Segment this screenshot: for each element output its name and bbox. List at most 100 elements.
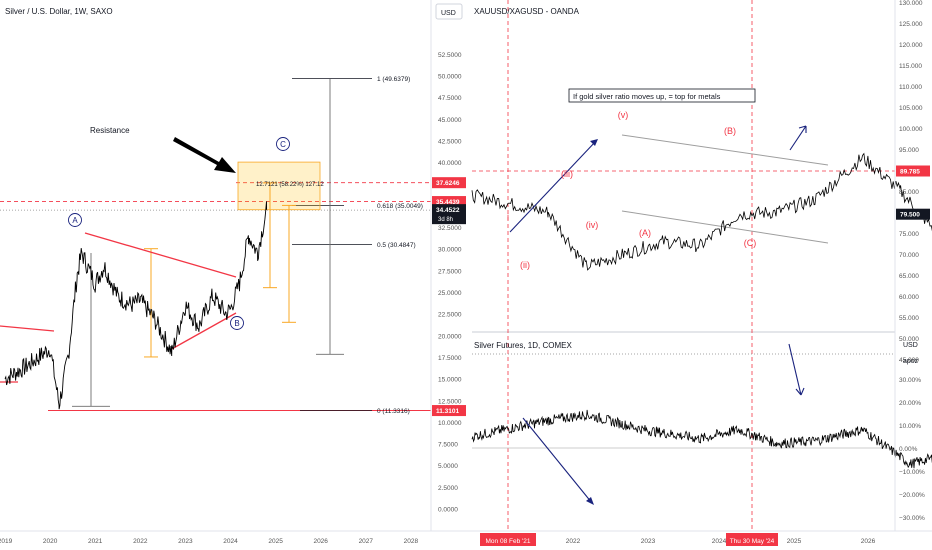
left-y-tick-label: 12.5000 [438,398,462,405]
ratio-y-tick-label: 70.000 [899,252,919,259]
right-x-tick-label: 2023 [641,538,656,545]
left-x-tick-label: 2022 [133,538,148,545]
right-bottom-chart-title: Silver Futures, 1D, COMEX [474,341,572,350]
ratio-note-text: If gold silver ratio moves up, = top for… [573,92,721,101]
breakout-arrow [789,125,807,151]
ratio-y-tick-label: 60.000 [899,294,919,301]
ratio-price-series [471,152,932,271]
ratio-note-box: If gold silver ratio moves up, = top for… [568,88,756,103]
left-y-tick-label: 50.0000 [438,74,462,81]
right-x-tick-label: 2025 [787,538,802,545]
futures-currency-button[interactable]: USD [903,342,918,349]
price-tag-label: 34.4522 [436,207,460,214]
left-x-tick-label: 2020 [43,538,58,545]
left-x-tick-label: 2019 [0,538,13,545]
price-tag-label: 11.3101 [436,408,460,415]
price-tag-countdown: 3d 8h [438,217,453,223]
wave-label: C [280,140,286,149]
left-y-tick-label: 10.0000 [438,420,462,427]
triangle-upper-line [84,232,237,278]
left-x-tick-label: 2023 [178,538,193,545]
fib-level-label: 1 (49.6379) [377,76,410,83]
left-currency-button[interactable]: USD [435,3,463,20]
ratio-y-tick-label: 55.000 [899,315,919,322]
ratio-y-tick-label: 130.000 [899,0,923,7]
left-y-tick-label: 32.5000 [438,225,462,232]
right-x-tick-label: 2026 [861,538,876,545]
date-flag-label: Mon 08 Feb '21 [486,538,531,545]
left-chart-title: Silver / U.S. Dollar, 1W, SAXO [5,7,113,16]
right-top-chart-title: XAUUSD/XAGUSD - OANDA [474,7,580,16]
wave-label: (ii) [520,260,530,270]
price-tag [432,177,466,189]
impulse-arrowhead [590,139,598,146]
left-x-tick-label: 2027 [359,538,374,545]
fib-level-label: 0.618 (35.0049) [377,203,423,210]
wave-label: B [234,319,239,328]
futures-currency-label: USD [903,342,918,349]
price-tag [432,196,466,208]
left-x-tick-label: 2024 [223,538,238,545]
ratio-y-tick-label: 125.000 [899,21,923,28]
wave-label: (B) [724,126,736,136]
wave-label-circle [276,137,290,151]
left-y-tick-label: 7.5000 [438,442,458,449]
futures-y-tick-label: −30.00% [899,515,925,522]
impulse-arrow [509,140,597,233]
left-y-tick-label: 20.0000 [438,333,462,340]
projection-arrow [788,343,805,396]
left-y-tick-label: 22.5000 [438,312,462,319]
ratio-y-tick-label: 105.000 [899,105,923,112]
fib-level-label: 0.5 (30.4847) [377,242,416,249]
left-y-tick-label: 42.5000 [438,138,462,145]
channel-lower-line [621,210,829,244]
futures-axis-mode: apoz [903,358,919,365]
wave-label: (v) [618,110,629,120]
gold-silver-ratio-pane: i (ii) (iii) (iv) (v) (A) (B) (C) [471,0,932,531]
futures-y-tick-label: −10.00% [899,469,925,476]
ratio-y-tick-label: 85.000 [899,189,919,196]
wave-label-circle [68,213,82,227]
left-y-tick-label: 40.0000 [438,160,462,167]
decline-arrow [522,417,593,504]
wave-label: (A) [639,228,651,238]
futures-price-series [471,409,932,469]
ratio-price-axis: 130.000 125.000 120.000 115.000 110.000 105.0… [894,0,930,531]
left-y-tick-label: 30.0000 [438,247,462,254]
left-y-tick-label: 47.5000 [438,95,462,102]
ratio-y-tick-label: 120.000 [899,42,923,49]
time-axis: 2019 2020 2021 2022 2023 2024 2025 2026 2027 2028… [0,530,932,546]
wave-label: A [72,216,78,225]
left-x-tick-label: 2025 [268,538,283,545]
wave-label-circle [230,316,244,330]
price-tag [896,208,930,220]
price-tag-label: 37.6246 [436,180,460,187]
futures-y-tick-label: 0.00% [899,446,918,453]
left-y-tick-label: 52.5000 [438,52,462,59]
left-x-tick-label: 2028 [404,538,419,545]
left-x-tick-label: 2026 [313,538,328,545]
futures-y-tick-label: 10.00% [899,423,921,430]
price-tag-label: 89.785 [900,169,920,176]
fib-level-label: 0 (11.3316) [377,408,410,415]
ratio-y-tick-label: 65.000 [899,273,919,280]
channel-upper-line [621,134,829,166]
left-y-tick-label: 15.0000 [438,377,462,384]
left-y-tick-label: 0.0000 [438,507,458,514]
ratio-y-tick-label: 45.000 [899,357,919,364]
prior-trendline [0,325,55,332]
price-tag-label: 79.500 [900,212,920,219]
silver-futures-pane [471,343,932,505]
wave-label: (iii) [561,169,573,179]
left-y-tick-label: 17.5000 [438,355,462,362]
left-y-tick-label: 25.0000 [438,290,462,297]
price-tag [432,204,466,225]
pointer-arrow [173,137,236,173]
measure-label: 12.7121 (58.22%) 127.12 [256,182,324,188]
resistance-zone [237,161,321,211]
futures-y-tick-label: 30.00% [899,377,921,384]
left-y-tick-label: 5.0000 [438,463,458,470]
decline-arrowhead [586,497,594,505]
ratio-y-tick-label: 75.000 [899,231,919,238]
ratio-y-tick-label: 110.000 [899,84,922,91]
